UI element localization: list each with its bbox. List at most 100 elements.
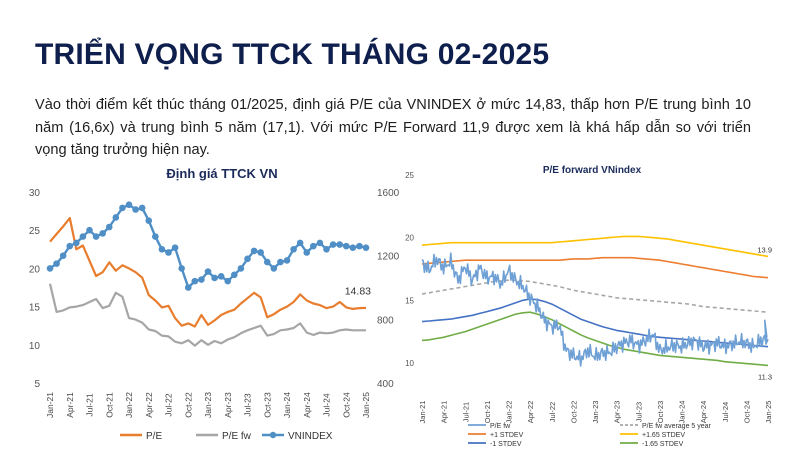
chart1-point: [59, 252, 67, 259]
chart1-y-left-tick: 15: [29, 303, 41, 314]
page-title: TRIỂN VỌNG TTCK THÁNG 02-2025: [35, 38, 550, 71]
chart2-legend-label: +1.65 STDEV: [642, 432, 685, 439]
chart2-series-line: [421, 235, 769, 258]
chart1-series-line: [49, 216, 367, 328]
chart1-point: [132, 206, 139, 213]
chart2-legend-label: -1 STDEV: [490, 441, 522, 448]
chart1-point: [191, 277, 199, 285]
chart1-point: [112, 214, 120, 221]
chart1-x-tick: Apr-24: [302, 392, 312, 418]
chart1-y-right-tick: 800: [377, 315, 394, 326]
chart1-x-tick: Apr-22: [144, 392, 154, 418]
chart2-x-tick: Jan-24: [678, 401, 687, 424]
chart1-point: [257, 249, 264, 256]
chart1-x-tick: Jul-21: [85, 393, 95, 416]
chart1-y-left-tick: 20: [29, 264, 41, 275]
chart1-x-tick: Oct-24: [341, 392, 351, 418]
chart1-point: [184, 284, 192, 291]
chart1-x-tick: Jul-23: [243, 393, 253, 416]
chart2-x-tick: Jan-21: [418, 401, 427, 424]
chart1-point: [290, 246, 297, 253]
chart1-y-left-tick: 30: [29, 188, 41, 199]
chart2-x-tick: Jan-25: [764, 401, 773, 424]
chart2-x-tick: Jul-23: [634, 402, 643, 422]
chart1-point: [362, 244, 370, 252]
chart1-point: [329, 241, 337, 248]
chart2-series-line: [421, 298, 769, 348]
intro-paragraph: Vào thời điểm kết thúc tháng 01/2025, đị…: [35, 97, 751, 158]
chart2-y-tick: 20: [405, 234, 414, 243]
chart1-x-tick: Jan-24: [282, 392, 292, 418]
chart2-annotation: 11.3: [758, 372, 772, 381]
chart2-x-tick: Oct-23: [656, 401, 665, 424]
chart1-point: [277, 258, 284, 266]
chart1-point: [152, 233, 159, 240]
chart1-x-tick: Jan-23: [203, 392, 213, 418]
chart1-point: [79, 233, 87, 240]
chart2-legend-label: -1.65 STDEV: [642, 441, 684, 448]
chart1-point: [105, 223, 113, 231]
chart1-x-tick: Jan-21: [45, 392, 55, 418]
chart1-point: [316, 239, 324, 247]
chart1-point: [46, 265, 54, 272]
chart1-point: [73, 239, 80, 247]
chart1-x-tick: Apr-23: [223, 392, 233, 418]
chart2-x-tick: Apr-23: [613, 401, 622, 424]
chart1-point: [211, 274, 218, 282]
chart1-x-tick: Jul-24: [322, 393, 332, 416]
chart1-legend-label: VNINDEX: [288, 431, 333, 442]
chart1-point: [231, 271, 238, 279]
chart1-point: [244, 255, 251, 263]
chart1-point: [145, 217, 153, 224]
chart1-y-right-tick: 1200: [377, 252, 400, 263]
chart2-title: P/E forward VNindex: [543, 165, 642, 176]
chart1-point: [349, 244, 357, 252]
chart2-x-tick: Jul-24: [721, 402, 730, 422]
chart2-y-tick: 10: [405, 359, 414, 368]
chart1-point: [263, 258, 271, 266]
chart1-annotation: 14.83: [345, 285, 371, 297]
chart2-x-tick: Jan-22: [505, 401, 514, 424]
chart1-point: [53, 260, 60, 267]
chart1-point: [119, 204, 126, 212]
chart2-x-tick: Oct-24: [742, 401, 751, 424]
chart1-point: [158, 246, 166, 253]
chart1-point: [336, 241, 343, 248]
chart1-point: [323, 246, 330, 253]
chart1-legend-marker: [269, 431, 277, 439]
chart2-x-tick: Oct-22: [569, 401, 578, 424]
chart1-point: [237, 265, 245, 272]
chart1-point: [198, 276, 205, 283]
chart2-series-line: [421, 279, 769, 313]
chart2-x-tick: Apr-24: [699, 401, 708, 424]
chart1-point: [296, 239, 304, 247]
chart1-point: [178, 265, 185, 272]
chart1-x-tick: Jan-22: [124, 392, 134, 418]
chart2-legend-label: P/E fw average 5 year: [642, 423, 712, 430]
chart2-x-tick: Jul-22: [548, 402, 557, 422]
chart1-x-tick: Oct-22: [183, 392, 193, 418]
chart1-point: [125, 201, 133, 209]
chart1-y-right-tick: 400: [377, 379, 394, 390]
chart1-series-line: [48, 283, 366, 347]
chart1-point: [283, 257, 291, 264]
chart2-series-line: [421, 256, 769, 279]
chart2-y-tick: 15: [405, 296, 414, 305]
chart1-x-tick: Jan-25: [361, 392, 371, 418]
chart1-point: [204, 268, 212, 275]
chart1-point: [217, 273, 225, 280]
chart1-legend-label: P/E: [146, 431, 162, 442]
chart1-x-tick: Apr-21: [65, 392, 75, 418]
chart2-legend-label: P/E fw: [490, 423, 511, 430]
chart1-point: [165, 249, 172, 256]
chart2-legend-label: +1 STDEV: [490, 432, 524, 439]
chart1-point: [92, 233, 100, 240]
chart2-x-tick: Apr-22: [526, 401, 535, 424]
chart1-y-left-tick: 5: [34, 379, 40, 390]
chart1-x-tick: Jul-22: [164, 393, 174, 416]
chart1-x-tick: Oct-21: [104, 392, 114, 418]
chart2-x-tick: Jul-21: [461, 402, 470, 422]
chart1-point: [270, 265, 278, 272]
chart1-point: [224, 277, 232, 285]
